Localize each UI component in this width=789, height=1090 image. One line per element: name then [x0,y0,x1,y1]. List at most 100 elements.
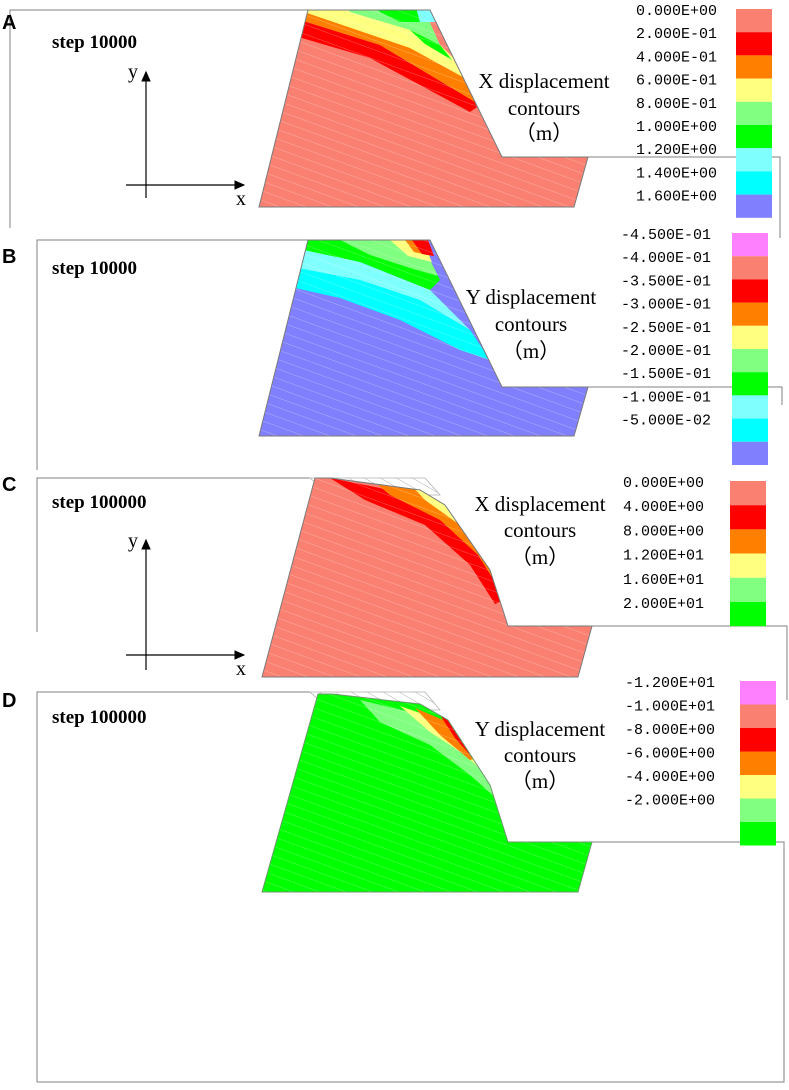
contour-title-line: contours [504,518,576,542]
legend-swatch [736,32,772,56]
model-boundary [36,477,788,700]
legend-label: 1.000E+00 [636,119,717,136]
legend-swatch [740,751,776,775]
legend-label: 1.200E+01 [623,548,704,565]
legend-swatch [732,279,768,303]
legend-label: -1.500E-01 [621,366,711,383]
legend-swatch [736,78,772,102]
contour-title-line: contours [495,312,567,336]
legend-swatch [730,505,766,530]
legend-label: 1.600E+01 [623,572,704,589]
contour-legend: -4.500E-01 -4.000E-01 -3.500E-01 -3.000E-01… [621,227,768,465]
legend-swatch [732,256,768,280]
legend-label: -4.500E-01 [621,227,711,244]
legend-swatch [736,125,772,149]
contour-title-line: contours [504,743,576,767]
legend-swatch [740,798,776,822]
legend-swatch [736,55,772,79]
legend-swatch [736,9,772,33]
contour-legend: -1.200E+01 -1.000E+01 -8.000E+00 -6.000E+00… [625,675,776,846]
coordinate-axes: y x [126,61,246,210]
legend-swatch [740,681,776,705]
legend-swatch [730,577,766,602]
legend-label: -4.000E-01 [621,250,711,267]
legend-swatch [730,481,766,506]
contour-legend: 0.000E+00 4.000E+00 8.000E+00 1.200E+01 1.60… [623,475,766,627]
legend-label: -3.000E-01 [621,297,711,314]
contour-title-line: （m） [515,121,573,145]
legend-label: 0.000E+00 [636,3,717,20]
step-label: step 10000 [52,258,137,279]
legend-swatch [730,602,766,627]
model-boundary [36,239,783,470]
legend-label: 0.000E+00 [623,475,704,492]
step-label: step 10000 [52,32,137,53]
legend-label: 8.000E+00 [623,523,704,540]
legend-label: -6.000E+00 [625,746,715,763]
x-axis-label: x [236,188,246,210]
legend-label: 4.000E-01 [636,49,717,66]
legend-label: 6.000E-01 [636,73,717,90]
contour-title-line: X displacement [474,492,605,516]
legend-swatch [732,372,768,396]
legend-swatch [732,233,768,257]
legend-swatch [730,553,766,578]
legend-swatch [736,194,772,218]
legend-swatch [730,529,766,554]
coordinate-axes: y x [126,530,246,680]
x-axis-label: x [236,658,246,680]
legend-label: 8.000E-01 [636,96,717,113]
legend-label: -8.000E+00 [625,722,715,739]
legend-label: 2.000E+01 [623,596,704,613]
panel-letter: D [2,690,16,712]
legend-swatch [732,418,768,442]
legend-swatch [732,349,768,373]
y-axis-label: y [128,61,138,83]
contour-title-line: Y displacement [466,285,597,309]
legend-label: 1.400E+00 [636,165,717,182]
legend-label: -2.000E+00 [625,793,715,810]
slope-outline [261,477,593,678]
step-label: step 100000 [52,707,146,728]
panel-letter: A [2,12,16,34]
legend-swatch [740,728,776,752]
legend-label: 4.000E+00 [623,499,704,516]
contour-title-line: X displacement [478,69,609,93]
legend-swatch [740,704,776,728]
contour-title-line: Y displacement [475,717,606,741]
step-label: step 100000 [52,492,146,513]
legend-swatch [732,302,768,326]
model-boundary [36,691,785,1083]
legend-swatch [736,148,772,172]
panel-letter: C [2,474,16,496]
legend-swatch [740,822,776,846]
legend-label: 2.000E-01 [636,26,717,43]
legend-label: -1.000E-01 [621,389,711,406]
legend-label: -1.000E+01 [625,699,715,716]
slope-outline [258,239,589,437]
slope-outline [261,693,593,893]
legend-label: -4.000E+00 [625,769,715,786]
legend-swatch [732,441,768,465]
contour-title-line: （m） [502,339,560,363]
model-boundary [9,9,781,238]
y-axis-label: y [128,530,138,552]
contour-title-line: （m） [511,545,569,569]
legend-swatch [732,395,768,419]
legend-swatch [732,325,768,349]
legend-label: -2.500E-01 [621,320,711,337]
legend-label: -5.000E-02 [621,413,711,430]
legend-label: -1.200E+01 [625,675,715,692]
contour-title-line: contours [508,96,580,120]
legend-label: -3.500E-01 [621,273,711,290]
legend-swatch [736,171,772,195]
slope-outline [258,9,589,208]
legend-label: 1.200E+00 [636,142,717,159]
contour-title-line: （m） [511,769,569,793]
legend-label: 1.600E+00 [636,189,717,206]
contour-legend: 0.000E+00 2.000E-01 4.000E-01 6.000E-01 8.00… [636,3,772,218]
panel-letter: B [2,246,16,268]
legend-swatch [740,775,776,799]
